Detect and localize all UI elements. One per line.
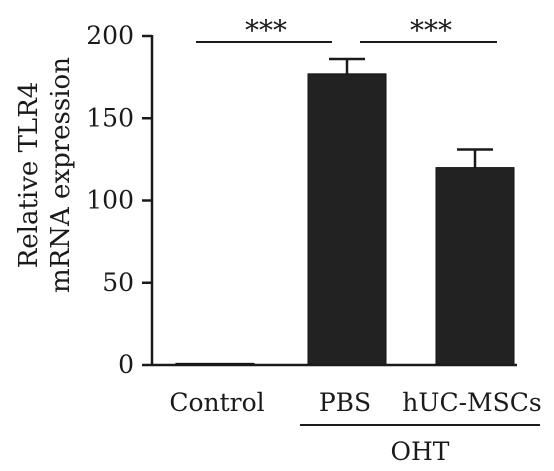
significance-label: *** <box>245 14 287 47</box>
y-tick-label: 0 <box>118 350 134 379</box>
x-tick-label: PBS <box>319 388 371 417</box>
y-axis-label-line-2: mRNA expression <box>46 57 76 293</box>
x-tick-label: hUC-MSCs <box>402 388 541 417</box>
y-tick-label: 200 <box>86 21 134 50</box>
bar-pbs <box>307 73 387 366</box>
y-axis-ticks: 0 50 100 150 200 <box>86 21 152 379</box>
group-label: OHT <box>391 437 450 466</box>
x-axis-tick-labels: Control PBS hUC-MSCs <box>169 388 541 417</box>
y-axis-label: Relative TLR4 mRNA expression <box>14 57 76 293</box>
y-axis-label-line-1: Relative TLR4 <box>14 82 44 269</box>
bars <box>175 57 515 366</box>
significance-brackets: *** *** <box>196 14 497 47</box>
y-tick-label: 150 <box>86 103 134 132</box>
y-tick-label: 100 <box>86 186 134 215</box>
x-tick-label: Control <box>169 388 264 417</box>
y-tick-label: 50 <box>102 268 134 297</box>
bar-huc-mscs <box>435 167 515 366</box>
group-bracket: OHT <box>300 424 540 466</box>
significance-label: *** <box>410 14 452 47</box>
